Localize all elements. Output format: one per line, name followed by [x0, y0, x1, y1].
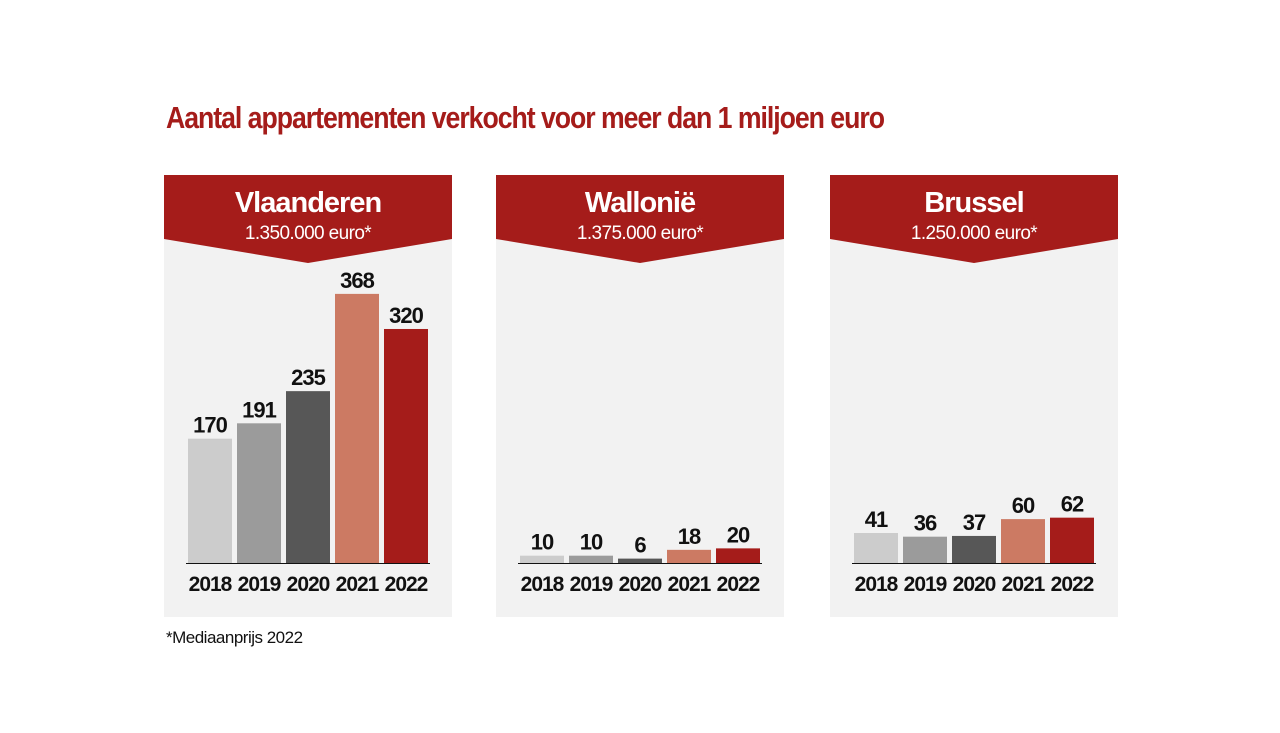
panel-vlaanderen: Vlaanderen 1.350.000 euro* 170 2018 191 201…: [164, 175, 452, 617]
data-label: 41: [865, 507, 888, 532]
banner-vlaanderen: [164, 175, 452, 263]
bar-2022: [384, 328, 428, 563]
region-median-price: 1.350.000 euro*: [244, 223, 372, 244]
bar-2019: [903, 536, 947, 563]
x-tick-label: 2020: [953, 573, 996, 596]
bar-chart-brussel: 41 2018 36 2019 37 2020 60 2021 62 2022: [852, 492, 1096, 596]
x-tick-label: 2020: [287, 573, 330, 596]
data-label: 170: [193, 413, 227, 438]
bar-chart-wallonie: 10 2018 10 2019 6 2020 18 2021 20 2022: [518, 522, 762, 596]
data-label: 36: [914, 511, 937, 536]
x-tick-label: 2022: [717, 573, 760, 596]
bar-2020: [286, 391, 330, 563]
data-label: 10: [580, 530, 603, 555]
chart-title: Aantal appartementen verkocht voor meer …: [166, 100, 885, 135]
x-tick-label: 2022: [385, 573, 428, 596]
banner-wallonie: [496, 175, 784, 263]
region-title: Vlaanderen: [234, 187, 382, 219]
bar-2018: [188, 438, 232, 563]
bar-2020: [952, 535, 996, 563]
data-label: 20: [727, 522, 750, 547]
bar-2019: [569, 555, 613, 563]
bar-2021: [335, 293, 379, 563]
x-tick-label: 2021: [336, 573, 380, 596]
bar-2018: [854, 533, 898, 563]
region-median-price: 1.375.000 euro*: [576, 223, 704, 244]
data-label: 235: [291, 365, 325, 390]
x-tick-label: 2020: [619, 573, 662, 596]
bar-2021: [667, 549, 711, 563]
x-tick-label: 2019: [570, 573, 613, 596]
x-tick-label: 2018: [521, 573, 565, 596]
bar-2022: [716, 548, 760, 563]
data-label: 37: [963, 510, 986, 535]
bar-2018: [520, 555, 564, 563]
data-label: 18: [678, 524, 701, 549]
region-title: Brussel: [924, 187, 1024, 219]
bar-2021: [1001, 519, 1045, 563]
footnote: *Mediaanprijs 2022: [166, 628, 303, 647]
data-label: 62: [1061, 492, 1084, 517]
x-tick-label: 2018: [189, 573, 233, 596]
data-label: 60: [1012, 493, 1035, 518]
panel-brussel: Brussel 1.250.000 euro* 41 2018 36 2019 37 20…: [830, 175, 1118, 617]
bar-2019: [237, 423, 281, 563]
data-label: 6: [634, 533, 646, 558]
x-tick-label: 2018: [855, 573, 899, 596]
bar-2020: [618, 558, 662, 563]
data-label: 368: [340, 268, 374, 293]
x-tick-label: 2019: [904, 573, 947, 596]
region-median-price: 1.250.000 euro*: [910, 223, 1038, 244]
x-tick-label: 2022: [1051, 573, 1094, 596]
bar-chart-vlaanderen: 170 2018 191 2019 235 2020 368 2021 320 2022: [186, 268, 430, 596]
x-tick-label: 2021: [1002, 573, 1046, 596]
x-tick-label: 2021: [668, 573, 712, 596]
banner-brussel: [830, 175, 1118, 263]
region-title: Wallonië: [584, 187, 696, 219]
bar-2022: [1050, 517, 1094, 563]
data-label: 10: [531, 530, 554, 555]
panel-wallonie: Wallonië 1.375.000 euro* 10 2018 10 2019 6 20…: [496, 175, 784, 617]
x-tick-label: 2019: [238, 573, 281, 596]
data-label: 320: [389, 303, 423, 328]
data-label: 191: [242, 397, 276, 422]
